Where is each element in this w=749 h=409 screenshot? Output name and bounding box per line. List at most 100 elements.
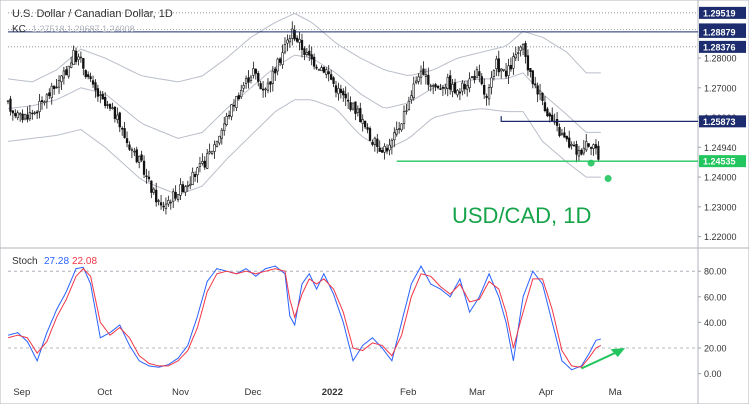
candle xyxy=(577,145,581,162)
candle xyxy=(351,102,355,111)
candle xyxy=(385,144,389,155)
candle xyxy=(116,107,119,124)
candle-body xyxy=(164,203,168,210)
candle xyxy=(261,81,265,98)
candle-body xyxy=(215,140,219,147)
watermark-label: USD/CAD, 1D xyxy=(452,203,591,228)
candle-body xyxy=(327,71,330,75)
candle-body xyxy=(334,85,338,93)
candle xyxy=(18,112,22,122)
candle xyxy=(546,106,549,118)
candle xyxy=(388,138,391,156)
price-tag-label: 1.29519 xyxy=(703,8,736,18)
candle xyxy=(456,88,459,98)
candle xyxy=(176,194,180,203)
candle xyxy=(283,37,287,55)
candle-body xyxy=(18,113,22,116)
candle-body xyxy=(342,90,345,96)
candle xyxy=(295,35,299,44)
candle xyxy=(210,150,214,156)
candle-body xyxy=(174,191,177,199)
trend-arrow-line xyxy=(580,349,621,370)
candle xyxy=(560,128,564,136)
candle-body xyxy=(446,76,449,89)
candle xyxy=(468,72,471,93)
candle-body xyxy=(303,48,306,55)
candle xyxy=(495,55,498,77)
candle-body xyxy=(230,104,233,117)
candle-body xyxy=(79,56,83,59)
candle-body xyxy=(140,154,143,161)
candle-body xyxy=(497,58,500,73)
candle xyxy=(507,58,510,84)
candle xyxy=(257,70,260,87)
candle xyxy=(381,147,384,153)
candle-body xyxy=(138,155,141,163)
candle xyxy=(293,25,296,42)
candle-body xyxy=(193,174,197,177)
candle-body xyxy=(89,76,92,80)
candle xyxy=(509,57,513,72)
candle xyxy=(317,68,321,71)
x-tick-label: Oct xyxy=(97,387,112,398)
candle xyxy=(419,65,423,85)
candle xyxy=(215,140,219,148)
price-tag: 1.25873 xyxy=(699,115,746,128)
candle xyxy=(57,75,61,94)
candle-body xyxy=(395,129,398,135)
candle-body xyxy=(6,100,10,102)
candle xyxy=(164,197,168,215)
candle-body xyxy=(509,64,513,70)
candle xyxy=(135,146,138,164)
price-tag: 1.28879 xyxy=(699,25,746,38)
candle xyxy=(441,85,445,96)
candle-body xyxy=(264,88,267,91)
candle-body xyxy=(381,149,384,153)
candle xyxy=(174,185,177,201)
candle-body xyxy=(201,161,204,164)
candle xyxy=(286,34,289,52)
candle xyxy=(504,62,508,79)
candle xyxy=(276,57,279,76)
candle-body xyxy=(36,111,39,114)
candle-body xyxy=(276,58,279,72)
candle-body xyxy=(106,104,109,106)
candle-body xyxy=(470,76,474,78)
candle-body xyxy=(40,100,44,103)
candle xyxy=(597,141,600,161)
candle-body xyxy=(60,75,63,83)
candle-body xyxy=(485,95,488,98)
candle xyxy=(529,68,532,78)
candle-body xyxy=(169,201,172,204)
candle xyxy=(186,180,189,192)
candle xyxy=(121,126,124,136)
candle xyxy=(334,80,338,98)
candle-body xyxy=(449,75,452,90)
candle-body xyxy=(128,144,131,150)
candle-body xyxy=(269,81,272,85)
candle xyxy=(142,155,146,179)
candle xyxy=(227,110,231,120)
candle xyxy=(94,79,97,98)
candle xyxy=(373,136,377,152)
stoch-tick-label: 40.00 xyxy=(704,318,727,328)
candle xyxy=(500,67,503,79)
candle-body xyxy=(572,144,576,147)
candle-body xyxy=(434,84,437,88)
candle-body xyxy=(293,30,296,40)
candle-body xyxy=(116,114,119,120)
candle xyxy=(354,101,357,121)
candle xyxy=(125,131,129,148)
candle-body xyxy=(546,108,549,117)
candle xyxy=(274,66,277,81)
price-tag-label: 1.28376 xyxy=(703,42,736,52)
candle-body xyxy=(346,99,350,102)
candle xyxy=(133,147,136,157)
candle-body xyxy=(305,52,308,55)
candle xyxy=(305,48,308,57)
candle-body xyxy=(244,78,248,84)
candle-body xyxy=(252,68,255,76)
candle xyxy=(74,47,78,65)
candle-body xyxy=(337,88,340,95)
